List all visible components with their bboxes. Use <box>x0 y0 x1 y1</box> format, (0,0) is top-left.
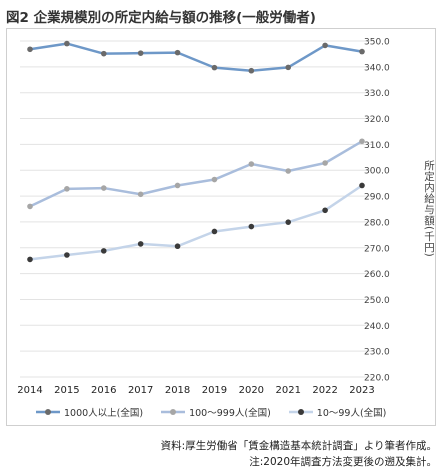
data-point <box>174 243 181 250</box>
data-point <box>64 186 70 192</box>
series-line <box>29 184 363 261</box>
data-point <box>322 207 328 214</box>
y-tick-label: 240.0 <box>364 322 390 332</box>
data-point <box>27 46 33 53</box>
y-tick-label: 300.0 <box>364 167 390 177</box>
data-point <box>359 182 365 189</box>
y-tick-label: 310.0 <box>364 141 390 151</box>
data-point <box>248 161 255 167</box>
y-tick-label: 290.0 <box>364 193 390 203</box>
data-point <box>248 67 255 74</box>
chart-frame <box>6 28 436 426</box>
legend-label: 100〜999人(全国) <box>189 408 271 419</box>
legend-item-10-99: 10〜99人(全国) <box>288 405 387 419</box>
data-point <box>27 203 33 210</box>
data-point <box>285 168 292 174</box>
x-tick-label: 2014 <box>17 385 42 396</box>
x-tick-label: 2022 <box>312 385 337 396</box>
data-point <box>174 182 181 189</box>
data-point <box>64 252 70 258</box>
x-tick-label: 2023 <box>349 385 374 396</box>
legend-item-100-999: 100〜999人(全国) <box>161 405 271 419</box>
x-tick-label: 2019 <box>202 385 227 396</box>
y-tick-label: 230.0 <box>364 348 390 358</box>
data-point <box>137 241 144 247</box>
y-axis-title: 所定内給与額(千円) <box>423 160 435 258</box>
x-tick-label: 2018 <box>165 385 190 396</box>
series-line <box>29 140 363 208</box>
data-point <box>174 49 181 56</box>
data-point <box>100 248 107 254</box>
data-point <box>285 64 292 71</box>
y-tick-label: 350.0 <box>364 38 390 48</box>
x-tick-label: 2020 <box>239 385 264 396</box>
data-point <box>285 219 292 225</box>
y-tick-label: 340.0 <box>364 63 390 73</box>
chart-title: 図2 企業規模別の所定内給与額の推移(一般労働者) <box>6 10 316 26</box>
legend-swatch <box>36 409 60 415</box>
y-tick-label: 260.0 <box>364 270 390 280</box>
legend: 1000人以上(全国) 100〜999人(全国) 10〜99人(全国) <box>36 405 386 419</box>
data-point <box>322 160 328 166</box>
x-tick-label: 2021 <box>275 385 300 396</box>
data-point <box>100 185 107 191</box>
data-point <box>211 64 218 71</box>
y-tick-label: 220.0 <box>364 374 390 384</box>
y-tick-label: 330.0 <box>364 89 390 99</box>
data-point <box>137 50 144 56</box>
data-point <box>322 42 328 49</box>
x-tick-label: 2016 <box>91 385 116 396</box>
data-point <box>27 256 33 263</box>
data-point <box>100 50 107 57</box>
y-tick-label: 280.0 <box>364 218 390 228</box>
x-tick-label: 2015 <box>54 385 79 396</box>
data-point <box>64 40 70 47</box>
x-tick-label: 2017 <box>128 385 153 396</box>
data-point <box>248 223 255 230</box>
data-point <box>137 191 144 198</box>
legend-swatch <box>288 409 313 415</box>
footnote: 注:2020年調査方法変更後の遡及集計。 <box>249 456 437 468</box>
data-point <box>359 48 365 55</box>
legend-label: 10〜99人(全国) <box>316 408 387 419</box>
data-point <box>211 176 218 183</box>
data-point <box>211 228 218 235</box>
y-tick-label: 250.0 <box>364 296 390 306</box>
source-note: 資料:厚生労働省「賃金構造基本統計調査」より筆者作成。 <box>160 440 437 452</box>
y-tick-label: 320.0 <box>364 115 390 125</box>
series-line <box>29 42 363 72</box>
y-tick-label: 270.0 <box>364 244 390 254</box>
legend-item-1000plus: 1000人以上(全国) <box>36 405 143 419</box>
legend-swatch <box>161 409 186 415</box>
data-point <box>359 138 365 145</box>
legend-label: 1000人以上(全国) <box>64 408 144 419</box>
